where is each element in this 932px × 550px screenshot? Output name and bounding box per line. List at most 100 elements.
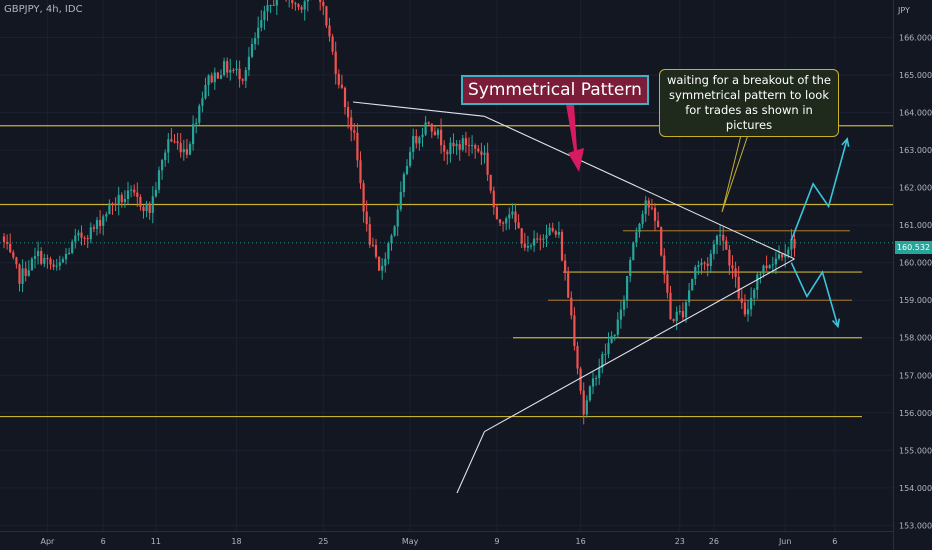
candle-body [328, 25, 331, 37]
candle-body [672, 319, 675, 322]
candle-body [691, 278, 694, 291]
candle-body [201, 98, 204, 106]
candle-body [195, 122, 198, 125]
candle-body [734, 268, 737, 277]
symbol-label[interactable]: GBPJPY, 4h, IDC [4, 4, 83, 15]
y-tick-label: 157.000 [899, 371, 932, 380]
candle-body [675, 311, 678, 322]
candle-body [161, 160, 164, 171]
candle-body [644, 200, 647, 215]
last-price-tag: 160.532 [895, 241, 932, 254]
candle-body [486, 152, 489, 175]
x-tick-label: 26 [709, 537, 719, 546]
candle-body [505, 218, 508, 224]
candle-body [706, 263, 709, 266]
candle-body [232, 69, 235, 71]
candle-body [619, 309, 622, 320]
y-tick-label: 161.000 [899, 221, 932, 230]
candle-body [514, 211, 517, 223]
candle-body [737, 276, 740, 299]
resistance-trendline-extension [352, 101, 485, 117]
candle-body [219, 75, 223, 79]
candle-body [300, 7, 303, 10]
candle-body [480, 151, 483, 155]
overlay [566, 104, 850, 329]
candle-body [241, 79, 244, 81]
candle-body [192, 124, 195, 145]
pointer-arrow [566, 104, 584, 172]
candle-body [105, 214, 108, 217]
candle-body [46, 258, 49, 260]
candle-body [684, 302, 688, 318]
candle-body [663, 255, 666, 275]
candle-body [362, 183, 365, 212]
y-tick-label: 164.000 [899, 109, 932, 118]
candle-body [371, 244, 374, 246]
candle-body [15, 257, 18, 265]
candle-body [489, 174, 492, 191]
candle-body [368, 224, 371, 245]
candle-body [740, 298, 743, 303]
candle-body [43, 258, 46, 264]
candle-body [89, 227, 92, 240]
candle-body [154, 189, 157, 197]
candle-body [114, 203, 117, 205]
candle-body [9, 243, 12, 253]
candle-body [182, 149, 185, 153]
y-tick-label: 155.000 [899, 446, 932, 455]
pattern-title-annotation: Symmetrical Pattern [461, 75, 649, 105]
candle-body [145, 203, 148, 212]
candle-body [223, 61, 226, 76]
candle-body [173, 141, 176, 143]
candle-body [483, 152, 486, 155]
candle-body [2, 236, 6, 243]
x-tick-label: 6 [832, 537, 837, 546]
candle-body [164, 152, 167, 161]
candle-body [37, 251, 40, 257]
candle-body [548, 227, 551, 236]
y-tick-label: 153.000 [899, 521, 932, 530]
candle-body [99, 220, 102, 226]
x-tick-label: 23 [675, 537, 685, 546]
candle-body [269, 4, 272, 6]
candle-body [626, 275, 629, 300]
candle-body [167, 139, 170, 153]
candle-body [669, 292, 672, 320]
note-annotation: waiting for a breakout of the symmetrica… [659, 69, 839, 137]
candle-body [27, 270, 30, 276]
candle-body [347, 107, 350, 118]
candle-body [607, 342, 610, 354]
candle-body [244, 69, 247, 81]
candle-body [722, 234, 725, 241]
candle-body [697, 265, 700, 268]
candle-body [477, 148, 480, 152]
candle-body [198, 105, 201, 123]
bearish-arrowhead [831, 318, 841, 329]
x-tick-label: 11 [151, 537, 161, 546]
candle-body [787, 249, 790, 255]
candle-body [387, 243, 390, 259]
candle-body [353, 130, 356, 133]
candle-body [725, 240, 728, 250]
x-tick-label: May [402, 537, 419, 546]
candle-body [151, 196, 154, 213]
candle-body [359, 160, 362, 184]
candle-body [95, 220, 99, 229]
candle-body [322, 1, 325, 7]
candle-body [458, 144, 461, 150]
candle-body [49, 258, 52, 265]
candle-body [64, 253, 68, 260]
price-axis-panel [893, 0, 932, 550]
candle-body [650, 207, 653, 209]
candle-body [495, 207, 498, 220]
candle-body [774, 258, 777, 265]
candle-body [709, 253, 712, 266]
candle-body [641, 214, 644, 224]
candle-body [610, 336, 613, 343]
candle-body [502, 222, 505, 224]
candle-body [319, 0, 322, 2]
candle-body [226, 61, 229, 73]
time-axis-panel [0, 531, 893, 550]
candle-body [170, 139, 173, 142]
